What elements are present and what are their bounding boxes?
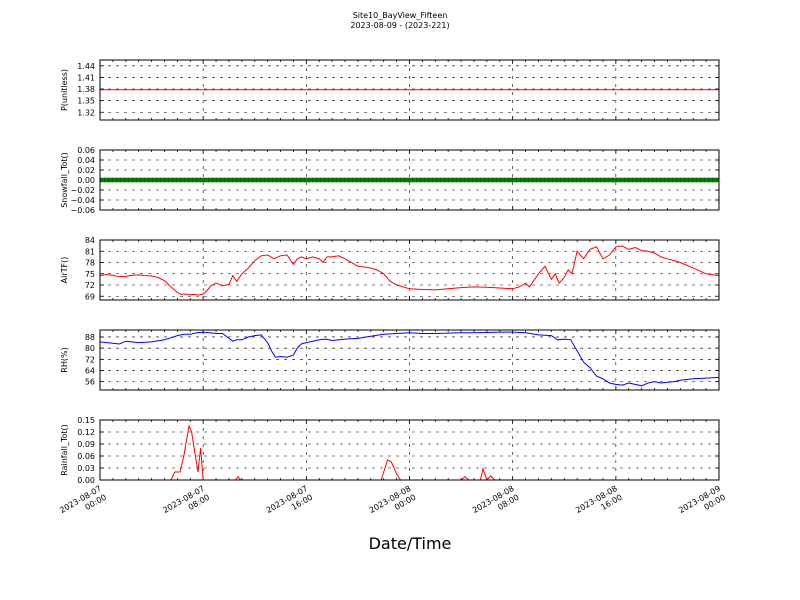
panel-air: 69 72 75 78 81 84 AirTF(): [60, 236, 720, 301]
series-line: [99, 331, 720, 387]
x-tick-label: 2023-08-0900:00: [677, 484, 727, 524]
x-tick-label: 2023-08-0808:00: [471, 484, 521, 524]
axes-frame: [99, 239, 720, 301]
axes-frame: [99, 419, 720, 481]
y-tick-label: 0.12: [77, 428, 95, 437]
y-tick-label: 1.44: [77, 62, 95, 71]
panel-rh: 56 64 72 80 88 RH(%): [60, 329, 720, 391]
y-tick-label: 0.06: [77, 146, 95, 155]
panel-rain: 0.00 0.03 0.06 0.09 0.12 0.15 Rainfall_Tot() 20…: [58, 416, 727, 524]
y-tick-label: 69: [85, 292, 95, 301]
y-tick-label: 0.04: [77, 156, 95, 165]
y-tick-label: 88: [85, 333, 95, 342]
figure-title: Site10_BayView_Fifteen: [352, 11, 448, 20]
axes-frame: [99, 329, 720, 391]
x-tick-label: 2023-08-0700:00: [58, 484, 108, 524]
y-tick-label: −0.06: [70, 206, 95, 215]
y-tick-label: 1.32: [77, 108, 95, 117]
y-tick-label: 72: [85, 355, 95, 364]
y-axis-label: AirTF(): [60, 257, 69, 284]
y-tick-label: 80: [85, 344, 95, 353]
axes-frame: [99, 59, 720, 121]
y-tick-label: −0.04: [70, 196, 95, 205]
x-tick-label: 2023-08-0708:00: [161, 484, 211, 524]
y-tick-label: 75: [85, 270, 95, 279]
x-tick-label: 2023-08-0816:00: [574, 484, 624, 524]
y-tick-label: 1.38: [77, 85, 95, 94]
series-line: [99, 245, 720, 296]
panel-p: 1.32 1.35 1.38 1.41 1.44 P(unitless): [60, 59, 720, 121]
y-axis-label: Snowfall_Tot(): [60, 152, 69, 208]
y-tick-label: 78: [85, 259, 95, 268]
y-tick-label: 0.00: [77, 176, 95, 185]
axes-frame: [99, 149, 720, 211]
y-tick-label: 1.35: [77, 97, 95, 106]
y-axis-label: P(unitless): [60, 69, 69, 111]
panel-snow: −0.06−0.04−0.020.000.020.040.06 Snowfall_…: [60, 146, 720, 215]
y-axis-label: RH(%): [60, 347, 69, 372]
y-tick-label: 0.02: [77, 166, 95, 175]
y-tick-label: 81: [85, 247, 95, 256]
y-tick-label: 64: [85, 366, 95, 375]
y-tick-label: 1.41: [77, 73, 95, 82]
figure-subtitle: 2023-08-09 - (2023-221): [350, 21, 450, 30]
x-axis-label: Date/Time: [368, 534, 452, 553]
y-tick-label: 0.00: [77, 476, 95, 485]
y-tick-label: 56: [85, 378, 95, 387]
y-tick-label: 0.09: [77, 440, 95, 449]
y-axis-label: Rainfall_Tot(): [60, 424, 69, 476]
y-tick-label: −0.02: [70, 186, 95, 195]
y-tick-label: 72: [85, 281, 95, 290]
y-tick-label: 0.03: [77, 464, 95, 473]
y-tick-label: 0.15: [77, 416, 95, 425]
x-tick-label: 2023-08-0716:00: [265, 484, 315, 524]
y-tick-label: 0.06: [77, 452, 95, 461]
x-tick-label: 2023-08-0800:00: [368, 484, 418, 524]
y-tick-label: 84: [85, 236, 95, 245]
